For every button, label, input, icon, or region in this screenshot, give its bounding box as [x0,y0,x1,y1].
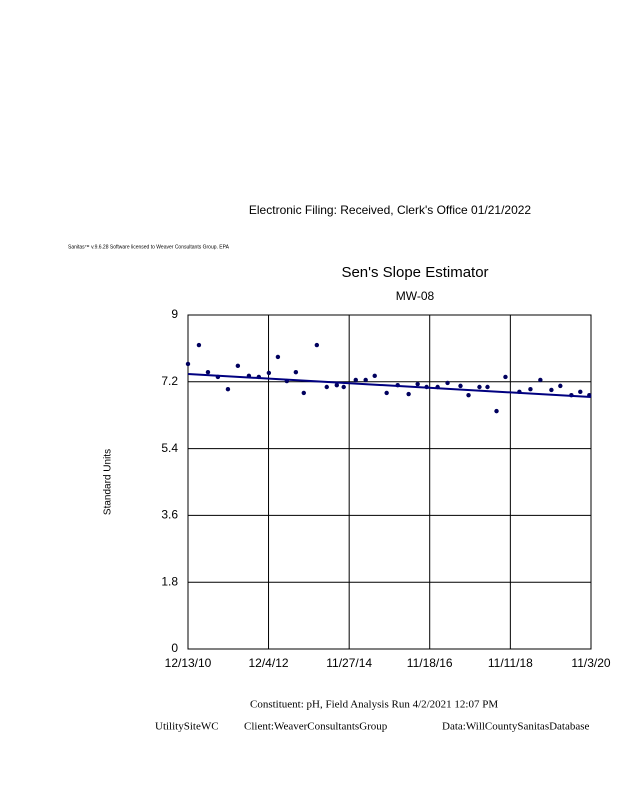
data-point [415,381,420,387]
data-point [293,369,299,375]
data-point [477,384,482,390]
data-point [235,363,241,369]
license-note: Sanitas™ v.9.6.28 Software licensed to W… [68,244,230,250]
y-tick-label: 0 [171,641,178,655]
data-point [275,354,281,360]
data-point [324,384,329,390]
data-point [503,374,508,380]
x-tick-label: 12/13/10 [165,656,212,670]
data-point [314,342,320,348]
x-tick-label: 11/27/14 [326,656,372,670]
x-tick-label: 11/11/18 [488,656,533,670]
trend-line [187,373,592,399]
x-tick-label: 11/18/16 [407,656,453,670]
data-point [445,380,450,386]
data-point [538,377,543,383]
data-point [205,369,211,375]
y-tick-label: 3.6 [161,508,178,522]
data-point [528,387,533,392]
data-point [334,382,339,388]
data-point [372,373,377,379]
data-point [196,342,202,348]
database: Data:WillCountySanitasDatabase [442,721,590,733]
data-point [225,387,231,392]
data-point [406,391,411,397]
site: UtilitySiteWC [155,721,219,733]
data-point [485,384,490,390]
plot-frame [187,314,592,650]
chart-title: Sen's Slope Estimator [341,264,488,281]
data-point [578,389,583,395]
data-point [353,377,358,383]
data-point [558,383,563,389]
chart-subtitle: MW-08 [396,289,435,303]
data-point [384,390,389,396]
x-tick-label: 12/4/12 [249,656,289,670]
data-point [341,384,346,390]
data-point [458,383,463,389]
data-point [266,370,272,376]
data-point [301,390,306,396]
client: Client:WeaverConsultantsGroup [244,721,388,733]
data-point [185,361,191,367]
data-point [549,387,554,393]
y-axis-label: Standard Units [103,449,114,515]
data-point [494,408,499,414]
constituent: Constituent: pH, Field Analysis Run 4/2/… [250,699,498,711]
y-tick-label: 9 [171,307,178,321]
y-tick-label: 5.4 [161,441,178,455]
data-point [466,392,471,398]
filing-header: Electronic Filing: Received, Clerk's Off… [249,203,532,217]
x-tick-label: 11/3/20 [571,656,610,670]
data-point [363,377,368,383]
y-tick-label: 7.2 [161,374,178,388]
y-tick-label: 1.8 [161,574,178,588]
